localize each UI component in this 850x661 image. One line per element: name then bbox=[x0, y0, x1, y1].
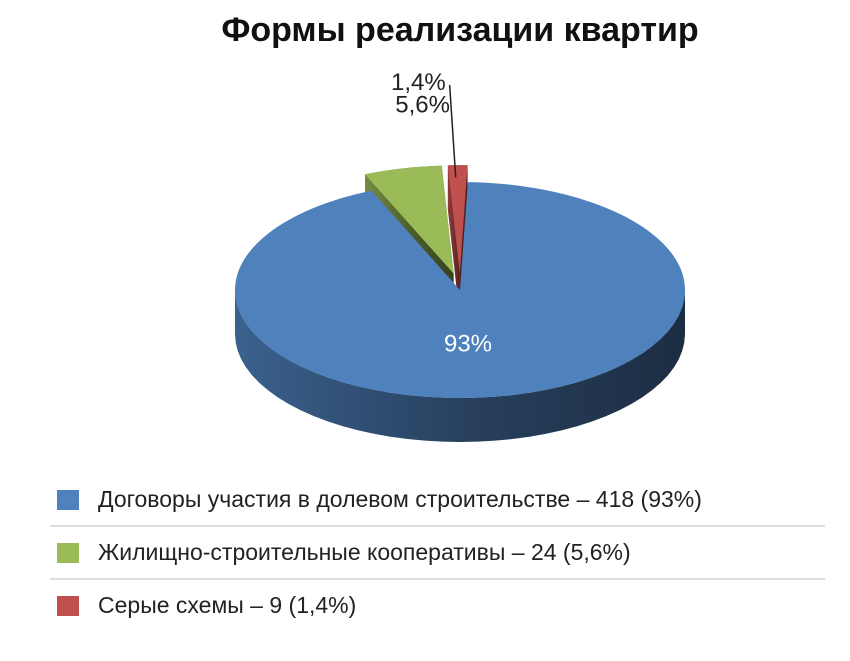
data-label: 5,6% bbox=[395, 91, 450, 118]
slice bbox=[447, 165, 468, 274]
data-label: 93% bbox=[444, 330, 492, 357]
legend-label: Договоры участия в долевом строительстве… bbox=[98, 486, 702, 512]
legend-swatch bbox=[57, 596, 79, 616]
legend-swatch bbox=[57, 543, 79, 563]
chart-title: Формы реализации квартир bbox=[221, 11, 698, 49]
data-label: 1,4% bbox=[391, 69, 446, 96]
legend-label: Жилищно-строительные кооперативы – 24 (5… bbox=[98, 539, 631, 565]
slice-side bbox=[235, 290, 685, 442]
leader-line bbox=[448, 84, 457, 178]
slice bbox=[234, 182, 685, 398]
slice bbox=[365, 165, 454, 274]
legend-label: Серые схемы – 9 (1,4%) bbox=[98, 592, 356, 618]
legend-swatch bbox=[57, 490, 79, 510]
